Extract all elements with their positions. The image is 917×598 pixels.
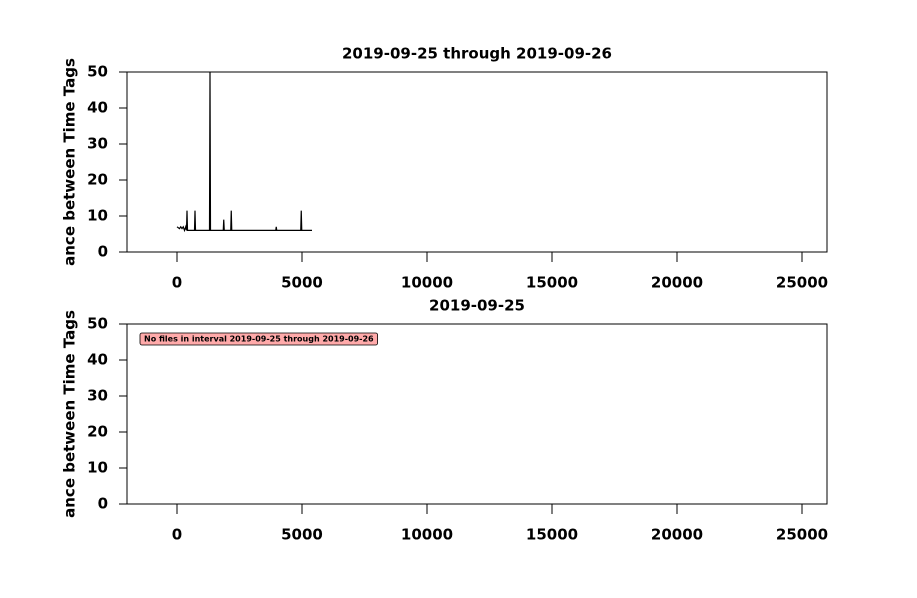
x-tick-label: 15000 (526, 274, 578, 292)
x-tick-label: 10000 (401, 526, 453, 544)
x-tick-label: 20000 (651, 274, 703, 292)
data-line (176, 71, 312, 233)
x-tick-label: 5000 (281, 526, 323, 544)
y-axis-label: ance between Time Tags (61, 310, 79, 518)
x-tick-label: 10000 (401, 274, 453, 292)
y-tick-label: 30 (87, 387, 108, 405)
y-tick-label: 40 (87, 351, 108, 369)
x-tick-label: 5000 (281, 274, 323, 292)
y-tick-label: 10 (87, 459, 108, 477)
x-tick-label: 0 (172, 274, 182, 292)
y-tick-label: 0 (98, 243, 108, 261)
chart-title: 2019-09-25 through 2019-09-26 (342, 45, 612, 63)
x-tick-label: 15000 (526, 526, 578, 544)
y-tick-label: 50 (87, 315, 108, 333)
chart-title: 2019-09-25 (429, 297, 525, 315)
plot-frame (126, 323, 828, 505)
y-tick-label: 40 (87, 99, 108, 117)
y-tick-label: 20 (87, 423, 108, 441)
annotation: No files in interval 2019-09-25 through … (144, 335, 374, 344)
plot-frame (126, 71, 828, 253)
x-tick-label: 25000 (776, 274, 828, 292)
x-tick-label: 20000 (651, 526, 703, 544)
x-tick-label: 0 (172, 526, 182, 544)
y-tick-label: 20 (87, 171, 108, 189)
y-tick-label: 30 (87, 135, 108, 153)
y-tick-label: 50 (87, 63, 108, 81)
y-tick-label: 0 (98, 495, 108, 513)
y-axis-label: ance between Time Tags (61, 58, 79, 266)
y-tick-label: 10 (87, 207, 108, 225)
x-tick-label: 25000 (776, 526, 828, 544)
annotation-box (139, 332, 379, 346)
